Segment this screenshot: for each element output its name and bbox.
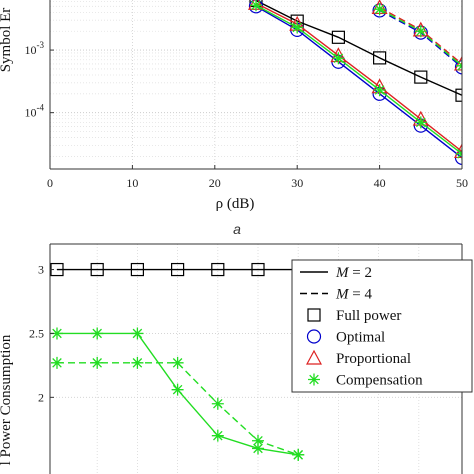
data-point-top-6 bbox=[373, 3, 386, 16]
data-point-top-3 bbox=[373, 84, 386, 97]
x-ticks-top: 0 10 20 30 40 50 bbox=[47, 165, 468, 190]
data-point-bottom-1 bbox=[131, 327, 144, 340]
data-point-bottom-1 bbox=[51, 327, 63, 340]
legend-marker-circle bbox=[306, 329, 322, 344]
data-point-top-3 bbox=[291, 21, 304, 34]
x-tick-label: 40 bbox=[374, 176, 386, 190]
legend-label: Proportional bbox=[336, 351, 411, 367]
data-point-bottom-0 bbox=[130, 262, 144, 277]
y-axis-label-bottom: l Power Consumption bbox=[0, 334, 14, 465]
chart-top: 0 10 20 30 40 50 10-3 10-4 ρ (dB) Symbol Er a bbox=[0, 0, 468, 237]
data-point-bottom-2 bbox=[211, 397, 224, 410]
data-point-top-4 bbox=[454, 60, 462, 75]
y-tick-label: 3 bbox=[38, 263, 44, 277]
y-tick-label: 2 bbox=[38, 390, 44, 404]
series-line-top-3 bbox=[255, 4, 462, 155]
legend: M = 2 M = 4 Full power Optimal Proportional C… bbox=[291, 259, 473, 393]
data-point-top-3 bbox=[250, 0, 262, 12]
y-ticks-bottom: 32.52 bbox=[29, 263, 54, 404]
legend-marker-square bbox=[307, 308, 321, 322]
data-point-bottom-0 bbox=[211, 262, 225, 277]
legend-label: M = 2 bbox=[335, 265, 372, 281]
data-point-top-0 bbox=[373, 51, 387, 65]
data-point-bottom-1 bbox=[91, 327, 104, 340]
series-line-top-1 bbox=[255, 5, 462, 159]
data-point-top-0 bbox=[414, 70, 428, 84]
x-tick-label: 0 bbox=[47, 176, 53, 190]
x-axis-label-top: ρ (dB) bbox=[216, 196, 255, 212]
legend-label: Full power bbox=[336, 308, 401, 324]
data-point-bottom-1 bbox=[252, 442, 264, 455]
legend-box bbox=[291, 259, 473, 393]
y-ticks-top: 10-3 10-4 bbox=[25, 40, 54, 120]
legend-label: Optimal bbox=[336, 330, 385, 346]
data-point-bottom-2 bbox=[51, 356, 63, 369]
data-point-top-0 bbox=[331, 30, 345, 44]
y-axis-label-top: Symbol Er bbox=[0, 8, 14, 73]
y-tick-label: 10-4 bbox=[25, 103, 45, 120]
data-point-bottom-2 bbox=[131, 356, 144, 369]
data-point-top-6 bbox=[414, 25, 427, 38]
data-point-bottom-1 bbox=[171, 383, 184, 396]
legend-marker-star bbox=[308, 373, 320, 386]
data-point-top-0 bbox=[455, 88, 462, 102]
data-point-bottom-2 bbox=[171, 356, 184, 369]
legend-label: M = 4 bbox=[335, 287, 372, 303]
x-tick-label: 50 bbox=[456, 176, 468, 190]
plot-area-top bbox=[50, 0, 462, 169]
data-point-bottom-0 bbox=[90, 262, 104, 277]
legend-marker-triangle bbox=[305, 349, 323, 365]
data-point-top-3 bbox=[414, 116, 427, 129]
y-tick-label: 2.5 bbox=[29, 326, 44, 340]
x-tick-label: 30 bbox=[291, 176, 303, 190]
legend-label: Compensation bbox=[336, 373, 423, 389]
data-point-bottom-2 bbox=[91, 356, 104, 369]
y-tick-label: 10-3 bbox=[25, 40, 45, 57]
x-tick-label: 20 bbox=[209, 176, 221, 190]
series-top bbox=[247, 0, 462, 165]
chart-bottom: 32.52 l Power Consumption M = 2M = 4Full… bbox=[0, 243, 473, 474]
data-point-top-5 bbox=[453, 55, 462, 71]
caption-a: a bbox=[233, 221, 241, 237]
data-point-bottom-0 bbox=[251, 262, 265, 277]
data-point-top-3 bbox=[332, 52, 345, 65]
data-point-bottom-2 bbox=[252, 434, 264, 447]
series-line-top-0 bbox=[255, 0, 462, 96]
data-point-bottom-1 bbox=[211, 429, 224, 442]
x-tick-label: 10 bbox=[126, 176, 138, 190]
data-point-bottom-2 bbox=[292, 448, 305, 461]
data-point-bottom-0 bbox=[171, 262, 185, 277]
